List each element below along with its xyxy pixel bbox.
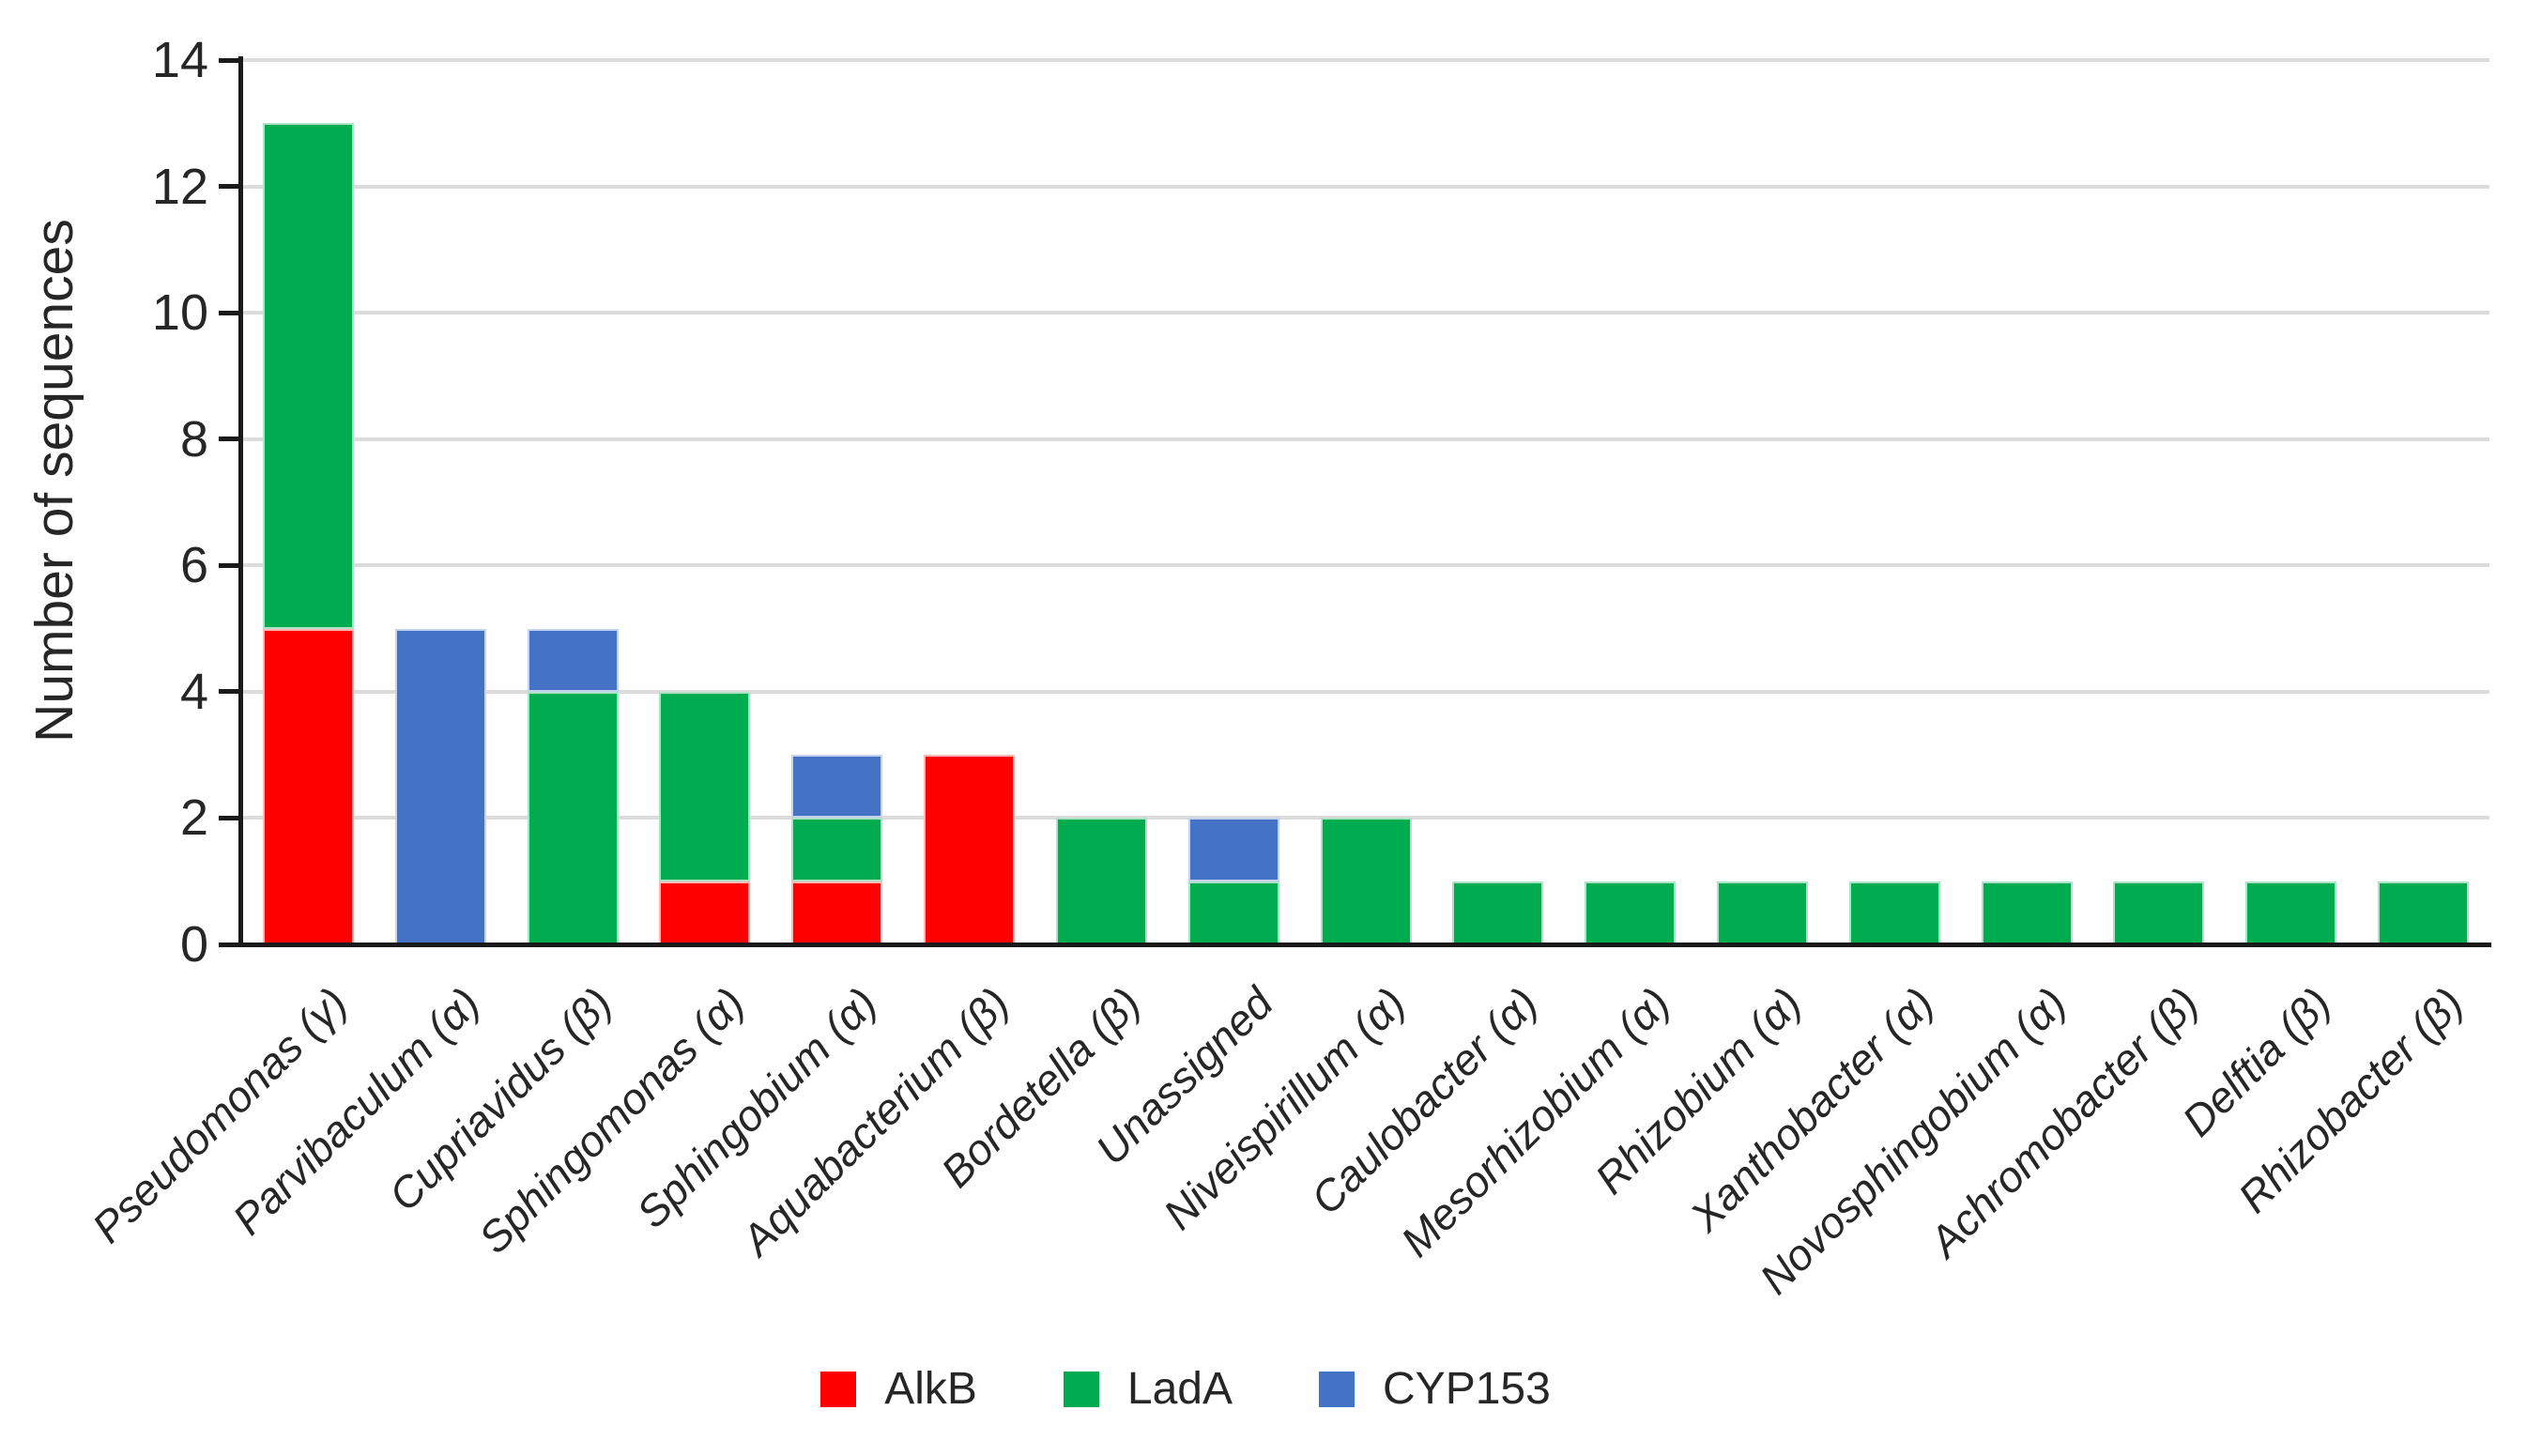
bar-segment-lada-16 <box>2378 881 2470 944</box>
bar-segment-alkb-4 <box>791 881 883 944</box>
legend-swatch-alkb <box>820 1371 857 1407</box>
y-tick-label-10: 10 <box>151 284 208 342</box>
y-tick-6 <box>219 562 239 568</box>
y-tick-label-12: 12 <box>151 158 208 215</box>
bar-segment-lada-2 <box>527 691 619 944</box>
legend-label-cyp153: CYP153 <box>1383 1364 1551 1414</box>
bar-segment-lada-9 <box>1452 881 1544 944</box>
bar-segment-lada-11 <box>1716 881 1808 944</box>
legend-label-lada: LadA <box>1126 1364 1233 1414</box>
legend-item-alkb: AlkB <box>820 1363 977 1415</box>
bar-segment-lada-3 <box>659 691 751 881</box>
legend-swatch-cyp153 <box>1319 1371 1355 1407</box>
legend-swatch-lada <box>1063 1371 1099 1407</box>
y-tick-8 <box>219 437 239 442</box>
grid-line-6 <box>242 563 2489 568</box>
y-tick-label-6: 6 <box>179 537 208 594</box>
bar-segment-alkb-5 <box>924 755 1016 944</box>
y-tick-0 <box>219 942 239 947</box>
bar-segment-lada-7 <box>1187 881 1279 944</box>
bar-segment-lada-8 <box>1320 818 1412 944</box>
y-axis-line <box>238 56 243 947</box>
y-tick-label-0: 0 <box>179 916 208 973</box>
legend-label-alkb: AlkB <box>884 1364 977 1414</box>
bar-segment-cyp153-4 <box>791 755 883 819</box>
bar-segment-lada-13 <box>1981 881 2073 944</box>
y-tick-12 <box>219 184 239 190</box>
y-tick-4 <box>219 689 239 695</box>
plot-area <box>242 58 2489 944</box>
bar-segment-lada-4 <box>791 818 883 881</box>
grid-line-2 <box>242 816 2489 820</box>
y-tick-label-8: 8 <box>179 410 208 467</box>
bar-segment-cyp153-1 <box>394 628 486 944</box>
bar-segment-cyp153-7 <box>1187 818 1279 881</box>
legend: AlkB LadA CYP153 <box>0 1363 2449 1415</box>
x-axis-line <box>238 943 2491 947</box>
grid-line-8 <box>242 437 2489 441</box>
legend-item-lada: LadA <box>1063 1363 1233 1415</box>
bar-segment-lada-15 <box>2245 881 2337 944</box>
bar-segment-alkb-3 <box>659 881 751 944</box>
y-tick-label-2: 2 <box>179 789 208 847</box>
grid-line-10 <box>242 311 2489 315</box>
bar-segment-lada-14 <box>2113 881 2205 944</box>
bar-segment-cyp153-2 <box>527 628 619 692</box>
grid-line-14 <box>242 58 2489 62</box>
y-tick-label-14: 14 <box>151 32 208 88</box>
bar-segment-lada-12 <box>1848 881 1940 944</box>
y-tick-10 <box>219 310 239 315</box>
legend-item-cyp153: CYP153 <box>1319 1363 1551 1415</box>
y-tick-2 <box>219 815 239 820</box>
bar-segment-lada-10 <box>1585 881 1677 944</box>
bar-segment-alkb-0 <box>262 628 354 944</box>
grid-line-4 <box>242 689 2489 694</box>
bar-segment-lada-0 <box>262 123 354 629</box>
bar-segment-lada-6 <box>1055 818 1147 944</box>
y-tick-14 <box>219 57 239 63</box>
y-tick-label-4: 4 <box>179 663 208 720</box>
grid-line-12 <box>242 184 2489 189</box>
